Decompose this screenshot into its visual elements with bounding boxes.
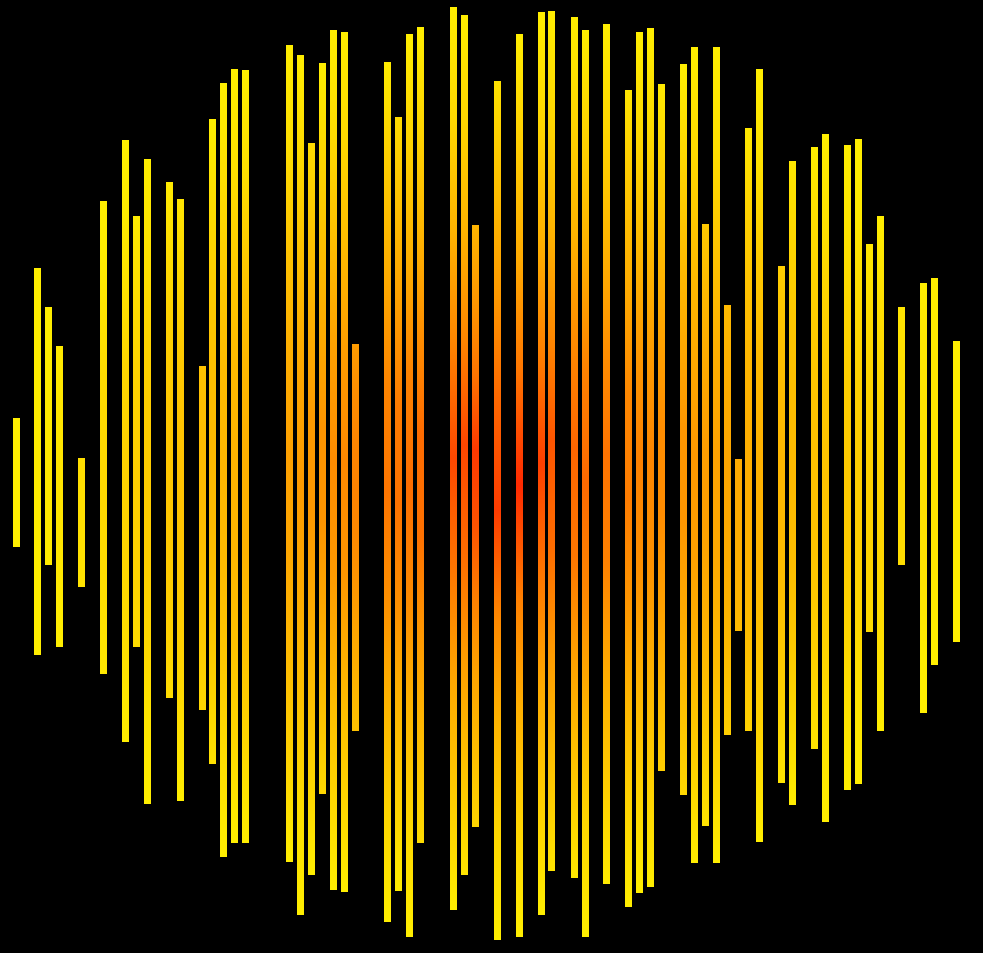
bar	[133, 216, 140, 647]
bar	[898, 307, 905, 565]
bar	[877, 216, 884, 731]
bar	[450, 7, 457, 910]
bar	[844, 145, 851, 790]
bar	[122, 140, 129, 742]
bar	[822, 134, 829, 822]
bar	[658, 84, 665, 771]
bar	[756, 69, 763, 842]
bar	[166, 182, 173, 698]
bar	[352, 344, 359, 731]
bar	[220, 83, 227, 857]
bar	[953, 341, 960, 642]
bar	[636, 32, 643, 893]
bar	[297, 55, 304, 915]
bar	[571, 17, 578, 878]
bar	[209, 119, 216, 764]
bar	[384, 62, 391, 922]
bar	[100, 201, 107, 674]
bar	[231, 69, 238, 843]
bar	[548, 11, 555, 871]
bar	[789, 161, 796, 805]
bar	[286, 45, 293, 862]
bar	[472, 225, 479, 827]
bar	[242, 70, 249, 843]
bar	[395, 117, 402, 891]
bar	[811, 147, 818, 749]
bar	[494, 81, 501, 940]
bar	[177, 199, 184, 801]
bar	[691, 47, 698, 863]
bar	[778, 266, 785, 783]
bar	[745, 128, 752, 731]
bar	[461, 15, 468, 875]
bar	[538, 12, 545, 915]
bar	[855, 139, 862, 784]
bar	[78, 458, 85, 587]
bar	[625, 90, 632, 907]
bar	[330, 30, 337, 890]
bar	[702, 224, 709, 826]
bar	[34, 268, 41, 655]
bar	[144, 159, 151, 804]
bar	[582, 30, 589, 937]
bar	[713, 47, 720, 863]
bar	[406, 34, 413, 937]
bar	[417, 27, 424, 843]
bar	[56, 346, 63, 647]
bar	[931, 278, 938, 665]
bar	[308, 143, 315, 875]
bar	[680, 64, 687, 795]
bar	[13, 418, 20, 547]
bar	[516, 34, 523, 937]
bar	[319, 63, 326, 794]
bar	[341, 32, 348, 892]
bar	[735, 459, 742, 631]
bar	[199, 366, 206, 710]
bar	[866, 244, 873, 632]
bar	[920, 283, 927, 713]
bar	[647, 28, 654, 887]
bar	[724, 305, 731, 735]
bar-group	[13, 7, 960, 940]
bar	[603, 24, 610, 884]
bar	[45, 307, 52, 565]
